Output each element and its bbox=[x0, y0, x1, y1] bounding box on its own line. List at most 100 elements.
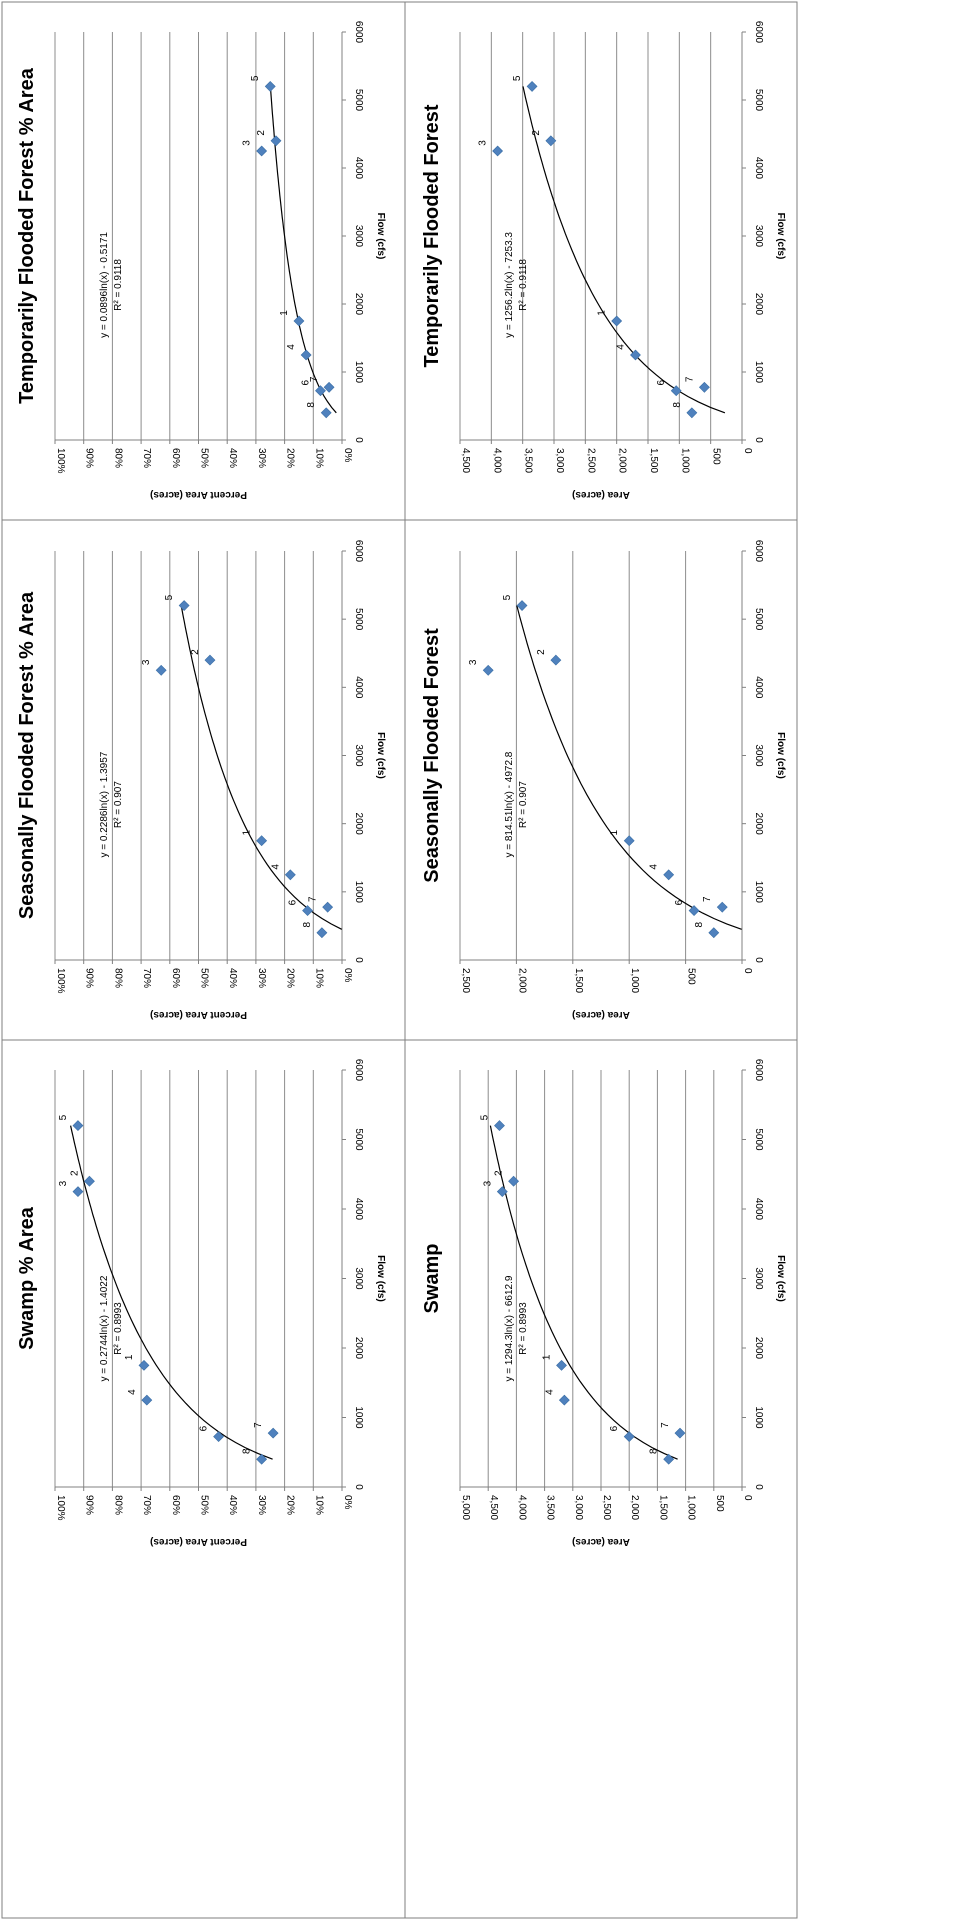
value-tick-label: 5,000 bbox=[460, 1495, 471, 1520]
data-point bbox=[205, 655, 215, 665]
chart-title: Seasonally Flooded Forest bbox=[421, 628, 443, 883]
flow-tick-label: 1000 bbox=[353, 361, 364, 384]
value-tick-label: 90% bbox=[84, 968, 95, 988]
data-point bbox=[271, 136, 281, 146]
data-point-label: 5 bbox=[250, 75, 261, 81]
value-axis-title: Percent Area (acres) bbox=[150, 1536, 247, 1547]
value-tick-label: 10% bbox=[313, 448, 324, 468]
value-tick-label: 1,500 bbox=[573, 968, 584, 993]
data-point bbox=[317, 928, 327, 938]
data-point-label: 5 bbox=[164, 594, 175, 600]
value-tick-label: 1,500 bbox=[657, 1495, 668, 1520]
data-point-label: 4 bbox=[286, 344, 297, 350]
flow-tick-label: 0 bbox=[753, 437, 764, 443]
data-point-label: 1 bbox=[597, 310, 608, 316]
value-tick-label: 4,500 bbox=[488, 1495, 499, 1520]
flow-tick-label: 4000 bbox=[353, 676, 364, 699]
value-tick-label: 100% bbox=[55, 448, 66, 474]
flow-tick-label: 1000 bbox=[753, 1406, 764, 1429]
value-axis-title: Percent Area (acres) bbox=[150, 489, 247, 500]
value-tick-label: 70% bbox=[141, 448, 152, 468]
data-point-label: 4 bbox=[649, 864, 660, 870]
data-point bbox=[268, 1428, 278, 1438]
data-point-label: 2 bbox=[531, 130, 542, 136]
data-point bbox=[494, 1121, 504, 1131]
chart-panel: 0 500 1,000 1,500 2,000 2,500 0 1000 2000 3000 400… bbox=[421, 540, 786, 1020]
flow-tick-label: 5000 bbox=[353, 89, 364, 112]
data-point-label: 5 bbox=[479, 1114, 490, 1120]
value-tick-label: 2,500 bbox=[601, 1495, 612, 1520]
chart-panel: 0 500 1,000 1,500 2,000 2,500 3,000 3,500 4,000 4… bbox=[421, 1059, 786, 1547]
data-point bbox=[517, 601, 527, 611]
flow-axis-title: Flow (cfs) bbox=[375, 213, 386, 260]
value-tick-label: 30% bbox=[256, 968, 267, 988]
data-point-label: 1 bbox=[124, 1354, 135, 1360]
flow-tick-label: 5000 bbox=[353, 1128, 364, 1151]
data-point bbox=[321, 408, 331, 418]
flow-axis-title: Flow (cfs) bbox=[775, 213, 786, 260]
value-tick-label: 4,000 bbox=[516, 1495, 527, 1520]
value-tick-label: 90% bbox=[84, 1495, 95, 1515]
flow-tick-label: 1000 bbox=[353, 881, 364, 904]
data-point bbox=[699, 382, 709, 392]
value-tick-label: 20% bbox=[285, 1495, 296, 1515]
flow-tick-label: 6000 bbox=[753, 1059, 764, 1082]
flow-tick-label: 0 bbox=[353, 437, 364, 443]
data-point bbox=[624, 836, 634, 846]
data-point bbox=[73, 1121, 83, 1131]
data-point bbox=[612, 316, 622, 326]
data-point-label: 5 bbox=[502, 594, 513, 600]
value-tick-label: 3,000 bbox=[554, 448, 565, 473]
trendline-r2: R² = 0.907 bbox=[518, 781, 529, 828]
value-tick-label: 20% bbox=[285, 448, 296, 468]
data-point-label: 3 bbox=[242, 140, 253, 146]
data-point bbox=[257, 836, 267, 846]
value-tick-label: 500 bbox=[686, 968, 697, 985]
data-point-label: 6 bbox=[656, 379, 667, 385]
data-point bbox=[142, 1395, 152, 1405]
value-tick-label: 40% bbox=[227, 1495, 238, 1515]
data-point bbox=[323, 902, 333, 912]
data-point-label: 2 bbox=[536, 649, 547, 655]
data-point-label: 8 bbox=[694, 922, 705, 928]
data-point-label: 8 bbox=[672, 402, 683, 408]
value-tick-label: 0% bbox=[342, 968, 353, 983]
chart-title: Swamp % Area bbox=[16, 1206, 38, 1350]
data-point-label: 2 bbox=[256, 130, 267, 136]
data-point-label: 2 bbox=[494, 1170, 505, 1176]
data-point bbox=[509, 1176, 519, 1186]
data-point-label: 3 bbox=[58, 1180, 69, 1186]
data-point bbox=[214, 1432, 224, 1442]
value-tick-label: 1,000 bbox=[629, 968, 640, 993]
data-point bbox=[675, 1428, 685, 1438]
data-point-label: 8 bbox=[649, 1448, 660, 1454]
data-point-label: 3 bbox=[141, 659, 152, 665]
flow-tick-label: 3000 bbox=[753, 1267, 764, 1290]
value-axis-title: Area (acres) bbox=[572, 1536, 630, 1547]
data-point bbox=[624, 1432, 634, 1442]
data-point-label: 7 bbox=[702, 896, 713, 902]
value-tick-label: 0% bbox=[342, 448, 353, 463]
value-tick-label: 4,500 bbox=[460, 448, 471, 473]
flow-tick-label: 4000 bbox=[753, 157, 764, 180]
value-tick-label: 0 bbox=[742, 1495, 753, 1501]
flow-tick-label: 5000 bbox=[753, 1128, 764, 1151]
chart-title: Temporarily Flooded Forest % Area bbox=[16, 67, 38, 404]
value-tick-label: 90% bbox=[84, 448, 95, 468]
data-point bbox=[551, 655, 561, 665]
data-point-label: 8 bbox=[302, 922, 313, 928]
value-tick-label: 60% bbox=[170, 968, 181, 988]
data-point-label: 3 bbox=[478, 140, 489, 146]
chart-title: Seasonally Flooded Forest % Area bbox=[16, 591, 38, 919]
value-tick-label: 0% bbox=[342, 1495, 353, 1510]
data-point bbox=[285, 870, 295, 880]
data-point bbox=[156, 665, 166, 675]
flow-tick-label: 4000 bbox=[753, 1198, 764, 1221]
flow-axis-title: Flow (cfs) bbox=[375, 732, 386, 779]
data-point-label: 6 bbox=[674, 899, 685, 905]
value-tick-label: 1,000 bbox=[679, 448, 690, 473]
chart-title: Swamp bbox=[421, 1243, 443, 1313]
value-tick-label: 40% bbox=[227, 448, 238, 468]
data-point bbox=[527, 81, 537, 91]
